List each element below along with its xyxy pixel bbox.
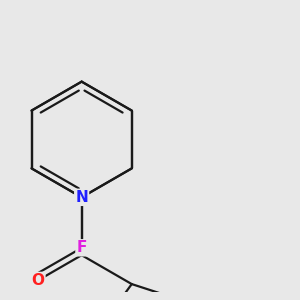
Text: N: N — [75, 190, 88, 205]
Text: O: O — [32, 273, 44, 288]
Text: F: F — [76, 240, 87, 255]
